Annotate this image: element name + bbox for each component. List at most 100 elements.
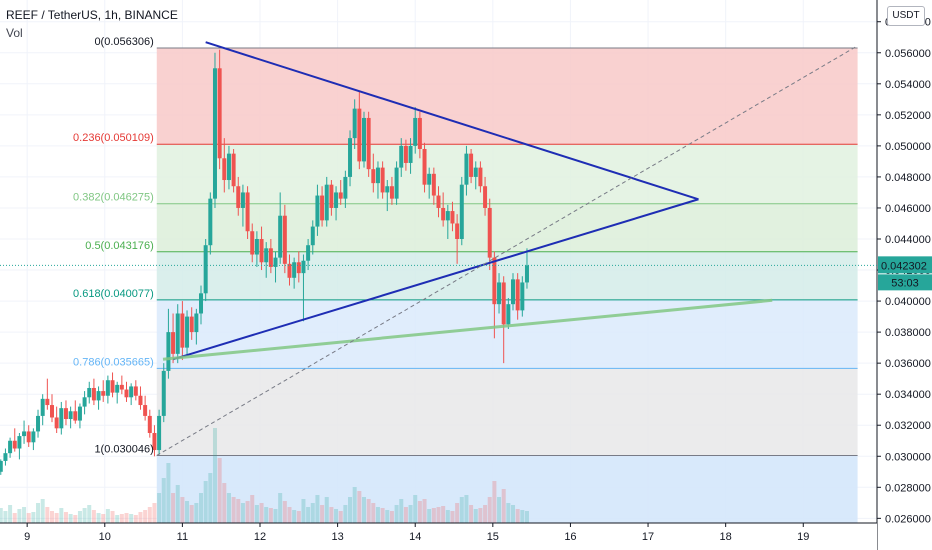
volume-indicator-label[interactable]: Vol bbox=[6, 26, 23, 40]
volume-bar bbox=[82, 508, 87, 523]
fib-label-1: 1(0.030046) bbox=[94, 444, 153, 456]
fib-zone-1 bbox=[156, 368, 858, 456]
candle-body bbox=[105, 380, 110, 396]
volume-bar bbox=[422, 499, 427, 523]
fib-label-0.236: 0.236(0.050109) bbox=[73, 132, 154, 144]
price-tick-label: 0.036000 bbox=[885, 358, 931, 370]
candle bbox=[40, 394, 45, 426]
candle-body bbox=[77, 406, 82, 421]
candle-body bbox=[520, 282, 525, 311]
volume-bar bbox=[478, 508, 483, 523]
volume-bar bbox=[189, 505, 194, 523]
candle-body bbox=[185, 316, 190, 348]
candle bbox=[273, 251, 278, 283]
volume-bar bbox=[73, 515, 78, 523]
candle-body bbox=[129, 386, 134, 398]
candle bbox=[422, 142, 427, 193]
candle bbox=[436, 186, 441, 218]
volume-bar bbox=[12, 513, 17, 523]
volume-bar bbox=[31, 512, 36, 523]
volume-bar bbox=[511, 505, 516, 523]
candle-body bbox=[26, 431, 31, 443]
volume-bar bbox=[394, 505, 399, 523]
candle bbox=[157, 409, 162, 455]
candle-body bbox=[338, 192, 343, 199]
candle bbox=[492, 251, 497, 339]
price-tick-label: 0.048000 bbox=[885, 172, 931, 184]
candle-body bbox=[334, 192, 339, 208]
candle-body bbox=[273, 257, 278, 267]
candle-body bbox=[292, 262, 297, 278]
volume-bar bbox=[436, 507, 441, 523]
candle bbox=[171, 313, 176, 364]
trendline-lower bbox=[172, 198, 699, 361]
volume-bar bbox=[208, 473, 213, 523]
time-axis[interactable]: 9 10 11 12 13 14 15 16 17 18 19 bbox=[0, 522, 877, 550]
candle-body bbox=[492, 257, 497, 305]
candle bbox=[82, 391, 87, 415]
volume-bar bbox=[403, 507, 408, 523]
trendlines[interactable] bbox=[156, 41, 858, 456]
candle bbox=[524, 248, 529, 289]
candle bbox=[268, 238, 273, 274]
volume-bar bbox=[259, 503, 264, 523]
candle bbox=[77, 403, 82, 429]
candle bbox=[375, 161, 380, 199]
candle bbox=[408, 138, 413, 174]
candle-body bbox=[49, 405, 54, 418]
candle-body bbox=[17, 436, 22, 449]
candle-body bbox=[306, 245, 311, 261]
candle bbox=[459, 176, 464, 246]
candle-body bbox=[22, 431, 27, 437]
candle-body bbox=[82, 397, 87, 407]
candle bbox=[520, 276, 525, 317]
candle bbox=[278, 192, 283, 264]
bar-countdown-value: 53:03 bbox=[891, 277, 919, 289]
volume-bar bbox=[348, 497, 353, 523]
candle-body bbox=[371, 169, 376, 184]
candle bbox=[222, 138, 227, 193]
volume-bar bbox=[236, 499, 241, 523]
volume-bar bbox=[501, 489, 506, 523]
candle-body bbox=[40, 398, 45, 416]
candle bbox=[371, 153, 376, 193]
candle-body bbox=[240, 192, 245, 208]
volume-bar bbox=[105, 509, 110, 523]
candle-body bbox=[124, 389, 129, 398]
volume-bar bbox=[268, 508, 273, 523]
volume-bar bbox=[22, 507, 27, 523]
volume-bar bbox=[161, 478, 166, 523]
candle bbox=[240, 184, 245, 227]
volume-bar bbox=[8, 505, 13, 523]
volume-bar bbox=[40, 499, 45, 523]
candle bbox=[329, 180, 334, 216]
volume-bar bbox=[245, 501, 250, 523]
currency-button[interactable]: USDT bbox=[887, 6, 925, 26]
candle bbox=[129, 383, 134, 406]
volume-bar bbox=[45, 507, 50, 523]
candle-body bbox=[278, 215, 283, 258]
last-price-value: 0.042302 bbox=[881, 260, 927, 272]
trendline-support bbox=[162, 298, 773, 361]
candle bbox=[180, 301, 185, 361]
candle-body bbox=[36, 415, 41, 432]
candle-body bbox=[152, 432, 157, 451]
volume-bar bbox=[417, 501, 422, 523]
candle bbox=[417, 111, 422, 159]
candle-body bbox=[296, 262, 301, 274]
candle-body bbox=[366, 117, 371, 170]
candle-body bbox=[473, 167, 478, 177]
volume-bar bbox=[68, 514, 73, 523]
candle-body bbox=[45, 398, 50, 406]
time-tick-label: 15 bbox=[487, 531, 499, 543]
candle bbox=[115, 381, 120, 404]
volume-bar bbox=[352, 487, 357, 523]
symbol-title[interactable]: REEF / TetherUS, 1h, BINANCE bbox=[6, 8, 178, 22]
volume-bar bbox=[483, 505, 488, 523]
volume-bar bbox=[315, 495, 320, 523]
time-tick-label: 14 bbox=[409, 531, 421, 543]
candle bbox=[175, 304, 180, 364]
candle-body bbox=[264, 248, 269, 263]
candle bbox=[483, 176, 488, 216]
